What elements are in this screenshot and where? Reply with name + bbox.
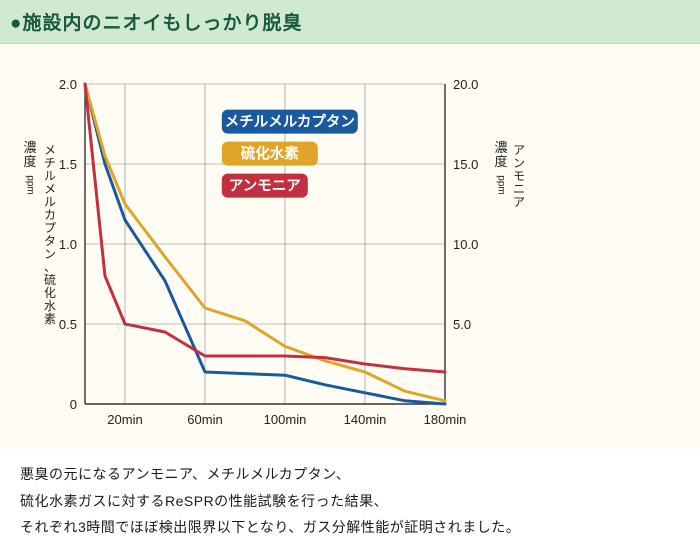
svg-text:メチルメルカプタン: メチルメルカプタン [225,114,355,131]
desc-line: 硫化水素ガスに対するReSPRの性能試験を行った結果、 [20,488,680,515]
svg-text:20min: 20min [107,412,142,427]
svg-text:ア: ア [513,143,525,157]
svg-text:10.0: 10.0 [453,237,478,252]
svg-text:60min: 60min [187,412,222,427]
svg-text:20.0: 20.0 [453,77,478,92]
svg-text:プ: プ [44,221,56,235]
svg-text:140min: 140min [344,412,387,427]
svg-text:メ: メ [44,143,56,157]
svg-text:1.0: 1.0 [59,237,77,252]
svg-text:硫: 硫 [44,272,56,287]
svg-text:度: 度 [494,154,507,169]
svg-text:15.0: 15.0 [453,157,478,172]
svg-text:ppm: ppm [25,175,36,194]
section-title: ●施設内のニオイもしっかり脱臭 [10,13,302,34]
desc-line: 悪臭の元になるアンモニア、メチルメルカプタン、 [20,461,680,488]
svg-text:0.5: 0.5 [59,317,77,332]
chart-container: 0 0.5 1.0 1.5 2.0 5.0 10.0 15.0 20.0 20min 60min 10… [0,44,700,449]
svg-text:100min: 100min [264,412,307,427]
svg-text:、: 、 [44,260,56,274]
svg-text:ン: ン [44,247,56,261]
section-header: ●施設内のニオイもしっかり脱臭 [0,0,700,44]
svg-text:ル: ル [44,169,56,183]
svg-text:ル: ル [44,195,56,209]
svg-text:ン: ン [513,156,525,170]
svg-text:カ: カ [44,208,56,222]
svg-text:濃: 濃 [23,140,36,155]
svg-text:メ: メ [44,182,56,196]
svg-text:5.0: 5.0 [453,317,471,332]
svg-text:モ: モ [513,169,525,183]
svg-text:0: 0 [70,397,77,412]
svg-text:ニ: ニ [513,182,525,196]
svg-text:ppm: ppm [496,175,507,194]
svg-text:2.0: 2.0 [59,77,77,92]
svg-text:素: 素 [44,312,56,326]
svg-text:度: 度 [23,154,36,169]
svg-text:タ: タ [44,234,56,248]
svg-text:アンモニア: アンモニア [229,179,301,195]
svg-text:濃: 濃 [494,140,507,155]
svg-text:化: 化 [44,286,56,300]
svg-text:チ: チ [44,156,56,170]
svg-text:1.5: 1.5 [59,157,77,172]
svg-text:ア: ア [513,195,525,209]
description-block: 悪臭の元になるアンモニア、メチルメルカプタン、 硫化水素ガスに対するReSPRの… [0,449,700,541]
svg-text:水: 水 [44,299,56,313]
svg-text:硫化水素: 硫化水素 [241,145,299,163]
desc-line: それぞれ3時間でほぼ検出限界以下となり、ガス分解性能が証明されました。 [20,514,680,541]
svg-text:180min: 180min [424,412,467,427]
odor-decay-chart: 0 0.5 1.0 1.5 2.0 5.0 10.0 15.0 20.0 20min 60min 10… [0,44,700,449]
